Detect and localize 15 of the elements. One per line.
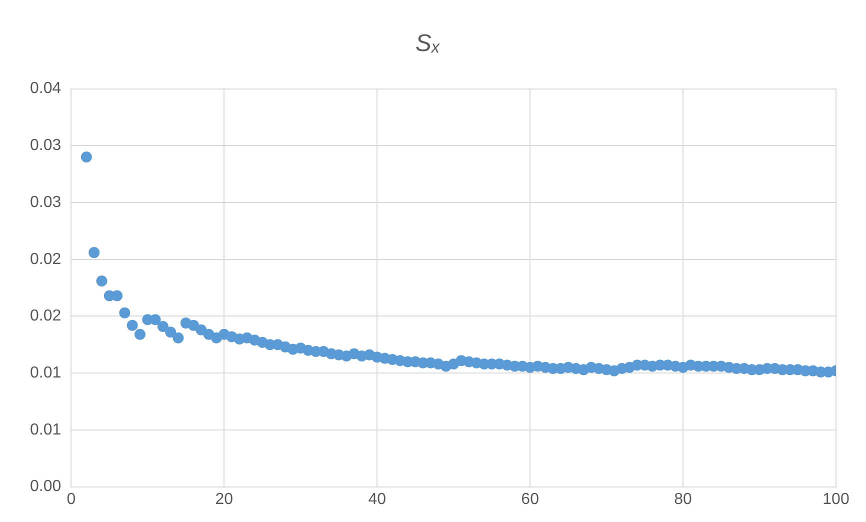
y-tick-label: 0.02 <box>30 250 62 268</box>
y-tick-label: 0.04 <box>30 80 62 98</box>
x-tick-label: 20 <box>215 490 234 508</box>
chart-title: Sₓ <box>415 30 441 58</box>
x-tick-label: 0 <box>66 490 76 508</box>
y-tick-label: 0.01 <box>30 421 62 438</box>
y-tick-label: 0.03 <box>30 194 62 211</box>
y-tick-label: 0.00 <box>30 478 62 496</box>
y-tick-label: 0.03 <box>30 137 62 154</box>
y-tick-label: 0.01 <box>30 364 62 382</box>
x-tick-label: 40 <box>368 490 386 508</box>
x-tick-label: 80 <box>674 490 692 508</box>
y-tick-label: 0.02 <box>30 308 62 325</box>
x-tick-label: 60 <box>521 490 540 508</box>
x-tick-label: 100 <box>822 490 850 508</box>
